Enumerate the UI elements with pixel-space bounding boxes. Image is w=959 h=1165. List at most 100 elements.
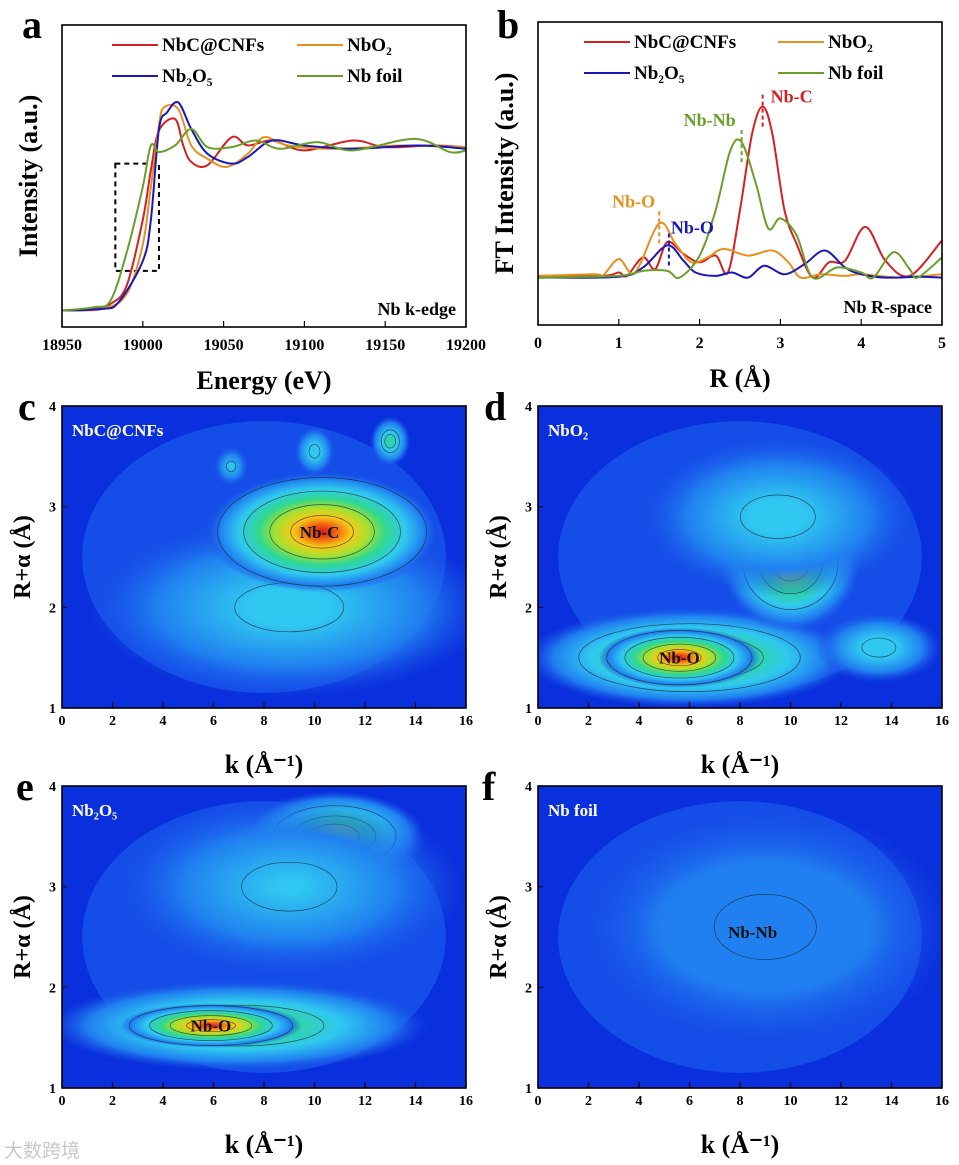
heatmap-title: Nb₂O₅ xyxy=(72,801,117,820)
legend-label: Nb₂O₅ xyxy=(634,63,685,84)
x-tick-label: 0 xyxy=(59,1094,66,1109)
x-tick-label: 6 xyxy=(686,714,693,729)
x-axis-title: Energy (eV) xyxy=(196,366,331,395)
x-tick-label: 16 xyxy=(935,714,949,729)
contour-line xyxy=(384,434,397,449)
heatmap-feature xyxy=(120,1003,302,1048)
heatmap-feature xyxy=(112,796,466,978)
x-tick-label: 10 xyxy=(308,1094,322,1109)
plot-area xyxy=(62,406,466,708)
x-tick-label: 2 xyxy=(585,714,592,729)
contour-line xyxy=(128,1005,294,1046)
contour-line xyxy=(624,636,735,679)
heatmap-feature xyxy=(639,436,917,598)
x-axis-title: k (Å⁻¹) xyxy=(225,750,304,779)
contour-line xyxy=(713,893,817,960)
plot-area xyxy=(62,25,466,327)
contour-line xyxy=(243,490,401,573)
contour-line xyxy=(861,637,897,658)
heatmap-feature xyxy=(370,416,411,467)
x-tick-label: 4 xyxy=(636,1094,643,1109)
y-tick-label: 1 xyxy=(525,1082,532,1097)
legend-item: Nb₂O₅ xyxy=(584,63,685,84)
x-axis-title: R (Å) xyxy=(709,364,770,393)
heatmap-feature xyxy=(575,806,942,1048)
contour-line xyxy=(578,623,801,692)
contour-line xyxy=(657,649,702,667)
heatmap-title: NbO₂ xyxy=(548,421,588,440)
y-tick-label: 3 xyxy=(49,501,56,516)
x-tick-label: 2 xyxy=(585,1094,592,1109)
x-tick-label: 6 xyxy=(210,1094,217,1109)
x-tick-label: 6 xyxy=(686,1094,693,1109)
x-tick-label: 5 xyxy=(938,335,946,352)
panel-b: b Nb-C Nb-Nb Nb-O Nb-O NbC@CNFs NbO₂ Nb₂O₅ Nb fo… xyxy=(490,2,946,393)
y-tick-label: 2 xyxy=(49,981,56,996)
panel-letter: d xyxy=(484,384,506,429)
contour-line xyxy=(269,504,375,560)
x-tick-label: 19050 xyxy=(204,337,244,354)
x-tick-label: 8 xyxy=(737,1094,744,1109)
legend-item: Nb₂O₅ xyxy=(112,66,213,87)
x-axis-title: k (Å⁻¹) xyxy=(701,750,780,779)
x-tick-label: 3 xyxy=(776,335,784,352)
x-tick-label: 4 xyxy=(857,335,865,352)
peak-label: Nb-C xyxy=(300,523,340,542)
y-tick-label: 3 xyxy=(49,881,56,896)
y-tick-label: 2 xyxy=(525,601,532,616)
x-tick-label: 12 xyxy=(358,714,372,729)
heatmap-feature xyxy=(213,446,249,487)
y-axis-title: R+α (Å) xyxy=(10,515,36,599)
peak-label: Nb-C xyxy=(771,87,813,107)
plot-annotation: Nb R-space xyxy=(844,297,933,317)
contour-line xyxy=(186,1019,236,1032)
y-tick-label: 1 xyxy=(49,1082,56,1097)
x-tick-label: 19150 xyxy=(365,337,405,354)
x-tick-label: 14 xyxy=(885,714,899,729)
contour-line xyxy=(149,1010,273,1041)
peak-label: Nb-Nb xyxy=(728,923,777,942)
legend-label: NbC@CNFs xyxy=(162,35,264,56)
plot-frame xyxy=(537,21,943,326)
x-tick-label: 8 xyxy=(261,714,268,729)
heatmap-feature xyxy=(598,627,761,688)
legend-label: NbC@CNFs xyxy=(634,32,736,53)
x-tick-label: 8 xyxy=(261,1094,268,1109)
panel-letter: c xyxy=(18,384,36,429)
series-line-nbo xyxy=(538,221,942,280)
contour-line xyxy=(642,643,717,672)
x-tick-label: 0 xyxy=(59,714,66,729)
contour-line xyxy=(217,477,427,587)
peak-label: Nb-O xyxy=(191,1017,232,1036)
x-tick-label: 14 xyxy=(885,1094,899,1109)
x-tick-label: 12 xyxy=(834,714,848,729)
x-tick-label: 2 xyxy=(696,335,704,352)
y-tick-label: 2 xyxy=(525,981,532,996)
y-tick-label: 1 xyxy=(49,702,56,717)
panel-letter: f xyxy=(482,764,496,809)
plot-background xyxy=(62,25,466,327)
legend-label: Nb foil xyxy=(347,66,402,87)
x-tick-label: 12 xyxy=(834,1094,848,1109)
x-axis-title: k (Å⁻¹) xyxy=(701,1130,780,1159)
y-tick-label: 4 xyxy=(49,400,56,415)
series-line-nbo xyxy=(62,103,466,312)
y-axis-title: Intensity (a.u.) xyxy=(14,95,43,258)
x-tick-label: 18950 xyxy=(42,337,82,354)
peak-label: Nb-O xyxy=(659,649,700,668)
x-tick-label: 19000 xyxy=(123,337,163,354)
y-tick-label: 3 xyxy=(525,881,532,896)
peak-label: Nb-Nb xyxy=(684,110,736,130)
x-tick-label: 16 xyxy=(459,1094,473,1109)
contour-line xyxy=(290,515,354,549)
legend-label: NbO₂ xyxy=(347,35,392,56)
x-tick-label: 14 xyxy=(409,1094,423,1109)
series-line-nbccnfs xyxy=(538,105,942,279)
x-tick-label: 8 xyxy=(737,714,744,729)
x-tick-label: 2 xyxy=(109,1094,116,1109)
series-line-nbfoil xyxy=(62,127,466,312)
y-tick-label: 1 xyxy=(525,702,532,717)
